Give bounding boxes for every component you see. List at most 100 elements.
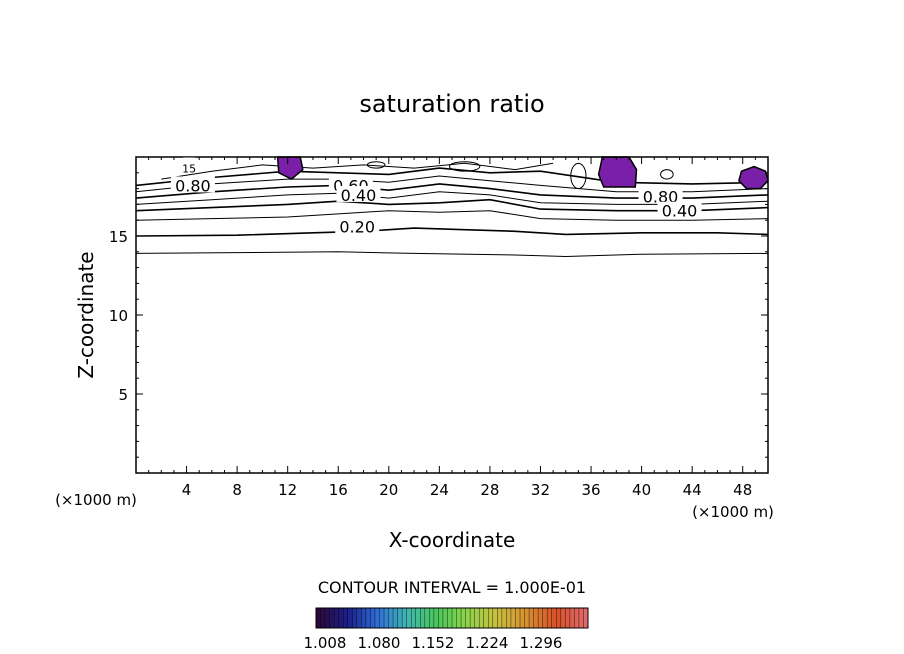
colorbar-segment xyxy=(560,608,566,628)
x-axis-ticks: 4 8 12 16 20 24 28 32 36 40 44 48 xyxy=(148,157,756,499)
colorbar-segment xyxy=(388,608,394,628)
colorbar-segment xyxy=(438,608,444,628)
colorbar-segment xyxy=(411,608,417,628)
colorbar-segment xyxy=(452,608,457,628)
colorbar-tick-label: 1.080 xyxy=(358,634,401,652)
colorbar-segment xyxy=(370,608,376,628)
colorbar-segment xyxy=(415,608,421,628)
x-tick-label: 36 xyxy=(581,481,600,499)
colorbar-segment xyxy=(569,608,575,628)
colorbar-segment xyxy=(402,608,408,628)
colorbar-segment xyxy=(316,608,321,628)
colorbar-tick-label: 1.008 xyxy=(304,634,347,652)
chart-title: saturation ratio xyxy=(359,90,544,118)
colorbar-segment xyxy=(533,608,539,628)
contour-label: 0.80 xyxy=(175,176,211,195)
contour-line xyxy=(135,198,769,212)
colorbar-segment xyxy=(529,608,534,628)
y-axis-ticks: 5 10 15 xyxy=(109,172,768,458)
colorbar-segment xyxy=(506,608,512,628)
x-tick-label: 40 xyxy=(632,481,651,499)
y-tick-label: 5 xyxy=(118,386,128,404)
colorbar-segment xyxy=(442,608,448,628)
closed-contour xyxy=(366,161,386,169)
colorbar-segment xyxy=(433,608,439,628)
x-tick-label: 12 xyxy=(278,481,297,499)
contour-line xyxy=(135,227,769,237)
colorbar-segment xyxy=(325,608,330,628)
x-tick-label: 32 xyxy=(531,481,550,499)
x-tick-label: 24 xyxy=(430,481,449,499)
colorbar-segment xyxy=(456,608,462,628)
colorbar-segment xyxy=(397,608,403,628)
contour-label-bg xyxy=(183,157,196,174)
x-tick-label: 28 xyxy=(480,481,499,499)
y-tick-label: 10 xyxy=(109,307,128,325)
supersaturated-region xyxy=(276,156,304,180)
contour-label-bg xyxy=(336,185,381,202)
colorbar-segment xyxy=(497,608,503,628)
colorbar-segment xyxy=(374,608,380,628)
colorbar-segment xyxy=(510,608,516,628)
y-axis-title: Z-coordinate xyxy=(74,251,98,378)
contour-line xyxy=(135,210,769,221)
colorbar-segment xyxy=(542,608,548,628)
colorbar-segment xyxy=(515,608,521,628)
colorbar-segment xyxy=(393,608,398,628)
colorbar-segment xyxy=(429,608,435,628)
colorbar-tick-label: 1.296 xyxy=(520,634,563,652)
colorbar-segment xyxy=(424,608,430,628)
colorbar-segment xyxy=(334,608,340,628)
colorbar-segment xyxy=(574,608,580,628)
contour-label: 0.40 xyxy=(341,186,377,205)
colorbar-segment xyxy=(329,608,335,628)
colorbar-frame xyxy=(315,607,589,629)
colorbar-segment xyxy=(420,608,426,628)
colorbar-segment xyxy=(343,608,349,628)
colorbar-segment xyxy=(356,608,362,628)
colorbar-tick-label: 1.152 xyxy=(412,634,455,652)
colorbar-segment xyxy=(578,608,584,628)
x-tick-label: 16 xyxy=(329,481,348,499)
supersaturated-region xyxy=(597,156,638,188)
colorbar-segment xyxy=(538,608,544,628)
colorbar-segment xyxy=(470,608,476,628)
closed-contour xyxy=(660,169,674,180)
x-unit-right: (×1000 m) xyxy=(692,503,774,521)
colorbar-segment xyxy=(406,608,412,628)
colorbar-segment xyxy=(461,608,466,628)
contour-label-bg xyxy=(638,187,683,204)
colorbar-segment xyxy=(338,608,344,628)
contour-line xyxy=(135,191,769,205)
contour-interval-label: CONTOUR INTERVAL = 1.000E-01 xyxy=(318,578,586,597)
colorbar-segment xyxy=(447,608,453,628)
colorbar-segment xyxy=(474,608,480,628)
colorbar-segment xyxy=(488,608,494,628)
supersaturated-region xyxy=(738,165,769,190)
colorbar-segment xyxy=(501,608,507,628)
contour-label: 0.20 xyxy=(339,218,375,237)
colorbar-segment xyxy=(365,608,371,628)
closed-contour xyxy=(448,161,481,172)
x-tick-label: 48 xyxy=(733,481,752,499)
x-axis-title: X-coordinate xyxy=(389,528,516,552)
colorbar-segment xyxy=(384,608,389,628)
contour-label-bg xyxy=(335,217,380,234)
colorbar-segment xyxy=(320,608,326,628)
x-tick-label: 44 xyxy=(683,481,702,499)
colorbar-segment xyxy=(492,608,498,628)
contour-line xyxy=(161,162,554,180)
colorbar-tick-labels: 1.008 1.080 1.152 1.224 1.296 xyxy=(304,634,563,652)
colorbar-segment xyxy=(556,608,562,628)
x-tick-label: 8 xyxy=(232,481,242,499)
x-unit-left: (×1000 m) xyxy=(55,491,137,509)
contour-label: 0.40 xyxy=(662,202,698,221)
y-tick-label: 15 xyxy=(109,228,128,246)
colorbar-segment xyxy=(483,608,489,628)
contour-label: 15 xyxy=(182,162,196,175)
colorbar-segment xyxy=(520,608,525,628)
contour-line xyxy=(135,167,769,187)
contour-label-bg xyxy=(657,201,702,218)
